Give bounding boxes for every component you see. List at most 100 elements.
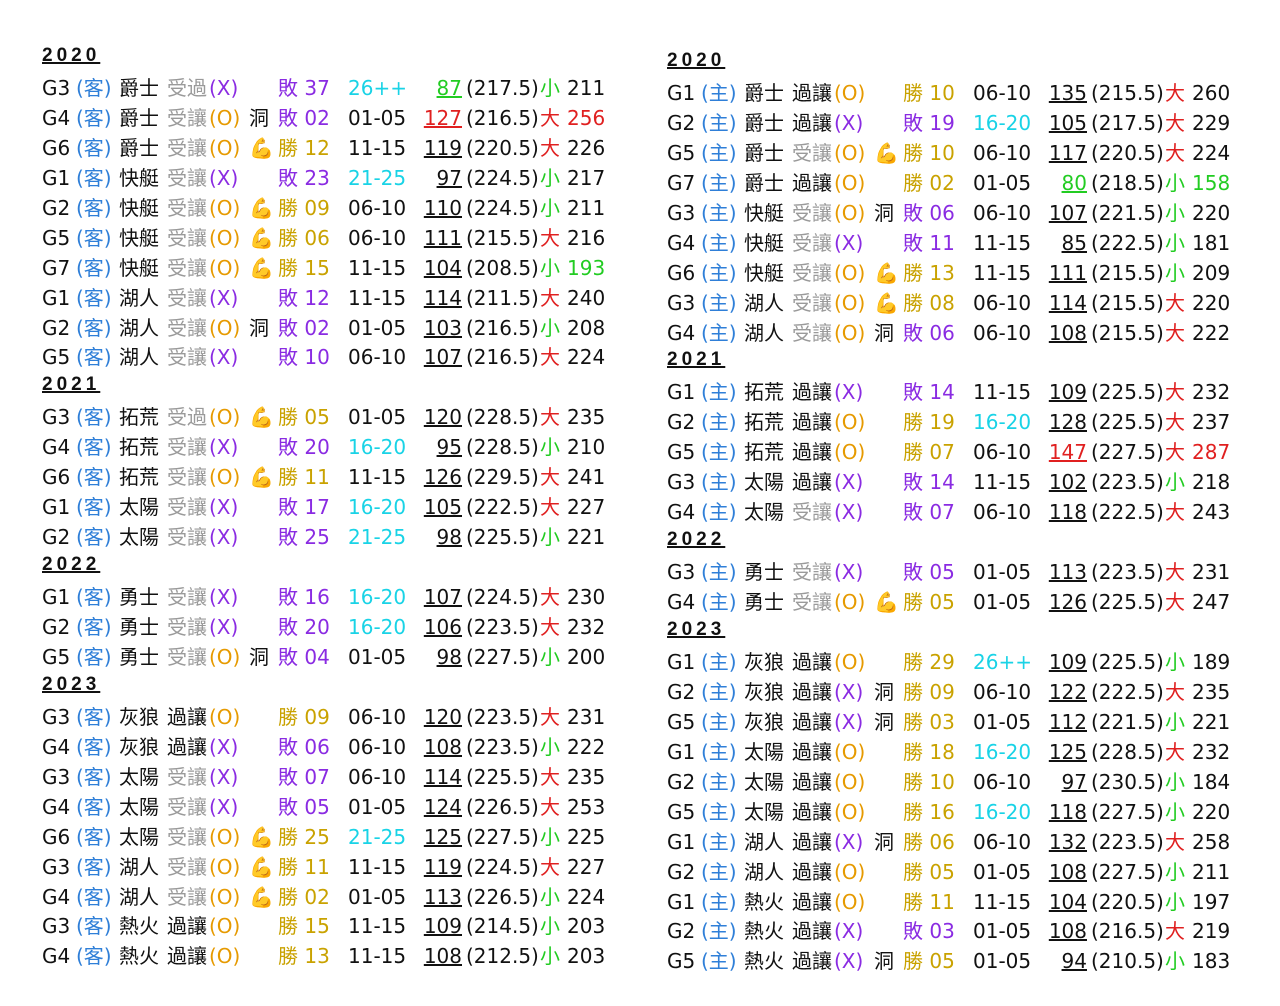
over-under: 大 [1165,829,1185,854]
margin-range: 06-10 [973,81,1032,105]
handicap-type: 過讓 [167,914,207,939]
home-away: (主) [701,709,737,734]
total-line: (227.5) [466,824,539,849]
total-line: (216.5) [466,315,539,340]
team-score: 98 [436,525,462,550]
margin-range: 06-10 [348,225,407,250]
handicap-type: 受讓 [167,824,207,849]
total-points: 222 [1192,320,1231,345]
handicap-type: 過讓 [167,734,207,759]
team-score: 114 [423,285,462,310]
margin-range: 26++ [348,76,407,100]
team-name: 勇士 [119,615,159,639]
win-loss: 勝 12 [278,135,330,160]
over-under: 大 [540,854,560,879]
team-score: 147 [1048,440,1087,465]
over-under: 大 [540,405,560,430]
handicap-type: 受讓 [167,285,207,310]
total-points: 229 [1192,110,1231,135]
game-row: G6 (主) 快艇 受讓 (O) 💪 勝 13 11-15 111 (215.5) 小 209 [667,259,1230,289]
team-name: 太陽 [119,495,159,520]
game-number: G1 [667,739,696,764]
total-points: 197 [1192,889,1231,914]
game-row: G1 (客) 太陽 受讓 (X) 敗 17 16-20 105 (222.5) 大 227 [42,493,605,523]
handicap-type: 受讓 [167,884,207,909]
total-line: (223.5) [466,704,539,729]
total-points: 221 [1192,709,1231,734]
game-row: G4 (客) 灰狼 過讓 (X) 敗 06 06-10 108 (223.5) 小 222 [42,733,605,763]
total-line: (225.5) [1091,650,1164,674]
margin-range: 01-05 [973,560,1032,585]
total-points: 232 [567,615,606,639]
game-number: G3 [667,290,696,315]
win-loss: 勝 05 [903,949,955,974]
win-loss: 敗 20 [278,615,330,639]
margin-range: 01-05 [973,709,1032,734]
team-name: 太陽 [744,799,784,824]
team-name: 拓荒 [744,380,784,405]
total-line: (225.5) [466,764,539,789]
team-score: 85 [1061,230,1087,255]
team-score: 103 [423,315,462,340]
win-loss: 勝 15 [278,255,330,280]
over-under: 大 [540,105,560,130]
team-score: 105 [1048,110,1087,135]
game-row: G4 (主) 太陽 受讓 (X) 敗 07 06-10 118 (222.5) 大 243 [667,498,1230,528]
home-away: (客) [76,585,112,610]
win-loss: 敗 23 [278,165,330,190]
margin-range: 16-20 [973,739,1032,764]
win-loss: 勝 29 [903,650,955,674]
home-away: (主) [701,140,737,165]
handicap-type: 過讓 [167,944,207,969]
handicap-type: 過讓 [792,919,832,944]
total-line: (208.5) [466,255,539,280]
margin-range: 16-20 [973,799,1032,824]
handicap-type: 受讓 [792,140,832,165]
total-points: 203 [567,914,606,939]
total-line: (215.5) [1091,260,1164,285]
team-name: 熱火 [119,914,159,939]
team-score: 118 [1048,799,1087,824]
handicap-result: (X) [834,470,864,495]
home-away: (主) [701,679,737,704]
team-name: 熱火 [744,949,784,974]
home-away: (客) [76,165,112,190]
win-loss: 勝 09 [278,704,330,729]
game-number: G5 [667,949,696,974]
total-points: 231 [1192,560,1231,585]
total-points: 227 [567,495,606,520]
strong-icon: 💪 [249,884,274,909]
game-row: G7 (客) 快艇 受讓 (O) 💪 勝 15 11-15 104 (208.5) 小 193 [42,254,605,284]
handicap-type: 過讓 [792,829,832,854]
over-under: 小 [1165,470,1185,495]
over-under: 大 [1165,739,1185,764]
game-number: G4 [42,794,71,819]
team-name: 爵士 [744,110,784,135]
total-points: 237 [1192,410,1231,435]
margin-range: 11-15 [348,944,407,969]
total-line: (222.5) [1091,679,1164,704]
total-points: 232 [1192,739,1231,764]
game-row: G1 (客) 勇士 受讓 (X) 敗 16 16-20 107 (224.5) 大 230 [42,583,605,613]
margin-range: 01-05 [348,794,407,819]
year-heading: 2021 [667,349,726,371]
strong-icon: 💪 [874,140,899,165]
total-points: 287 [1192,440,1231,465]
team-name: 勇士 [744,560,784,585]
game-number: G2 [42,615,71,639]
home-away: (客) [76,405,112,430]
team-score: 113 [1048,560,1087,585]
home-away: (主) [701,889,737,914]
game-row: G2 (客) 湖人 受讓 (O) 洞敗 02 01-05 103 (216.5) 小 208 [42,314,605,344]
game-row: G3 (客) 太陽 受讓 (X) 敗 07 06-10 114 (225.5) 大 235 [42,763,605,793]
total-points: 158 [1192,170,1231,195]
game-number: G5 [667,140,696,165]
team-name: 拓荒 [119,405,159,430]
team-score: 97 [436,165,462,190]
team-name: 灰狼 [744,679,784,704]
over-under: 小 [540,165,560,190]
win-loss: 敗 37 [278,76,330,100]
total-points: 211 [567,76,606,100]
over-under: 小 [540,435,560,460]
total-points: 218 [1192,470,1231,495]
